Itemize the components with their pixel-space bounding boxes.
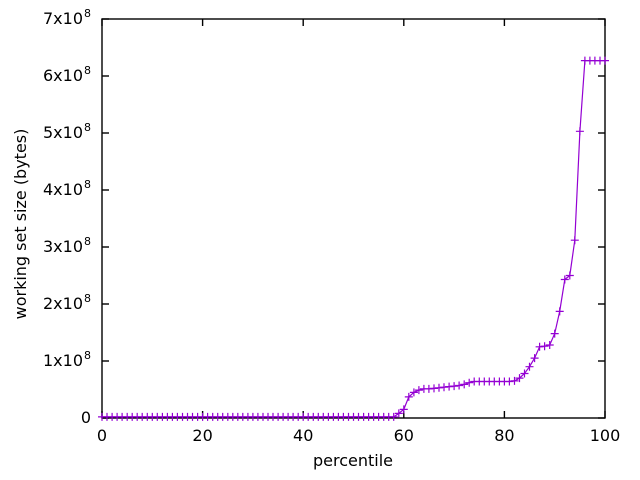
y-tick-label: 1x108	[43, 349, 91, 370]
x-tick-label: 60	[394, 426, 414, 445]
y-tick-label: 6x108	[43, 64, 91, 85]
data-series-layer	[98, 56, 609, 421]
y-tick-label: 3x108	[43, 235, 91, 256]
y-tick-label: 0	[81, 408, 91, 427]
y-axis-title: working set size (bytes)	[11, 129, 30, 320]
data-point-markers	[98, 56, 609, 421]
x-tick-label: 100	[590, 426, 621, 445]
y-tick-label: 4x108	[43, 178, 91, 199]
x-tick-label: 0	[97, 426, 107, 445]
y-tick-label: 2x108	[43, 292, 91, 313]
y-tick-label: 7x108	[43, 7, 91, 28]
x-axis-title: percentile	[313, 451, 393, 470]
y-tick-label: 5x108	[43, 121, 91, 142]
plot-border	[101, 18, 606, 419]
x-tick-label: 80	[494, 426, 514, 445]
x-tick-label: 40	[293, 426, 313, 445]
axis-ticks-layer: 0 20 40 60 80 100 0 1x108 2x108 3x108 4x108 5x108 6x…	[43, 7, 620, 445]
x-tick-label: 20	[192, 426, 212, 445]
